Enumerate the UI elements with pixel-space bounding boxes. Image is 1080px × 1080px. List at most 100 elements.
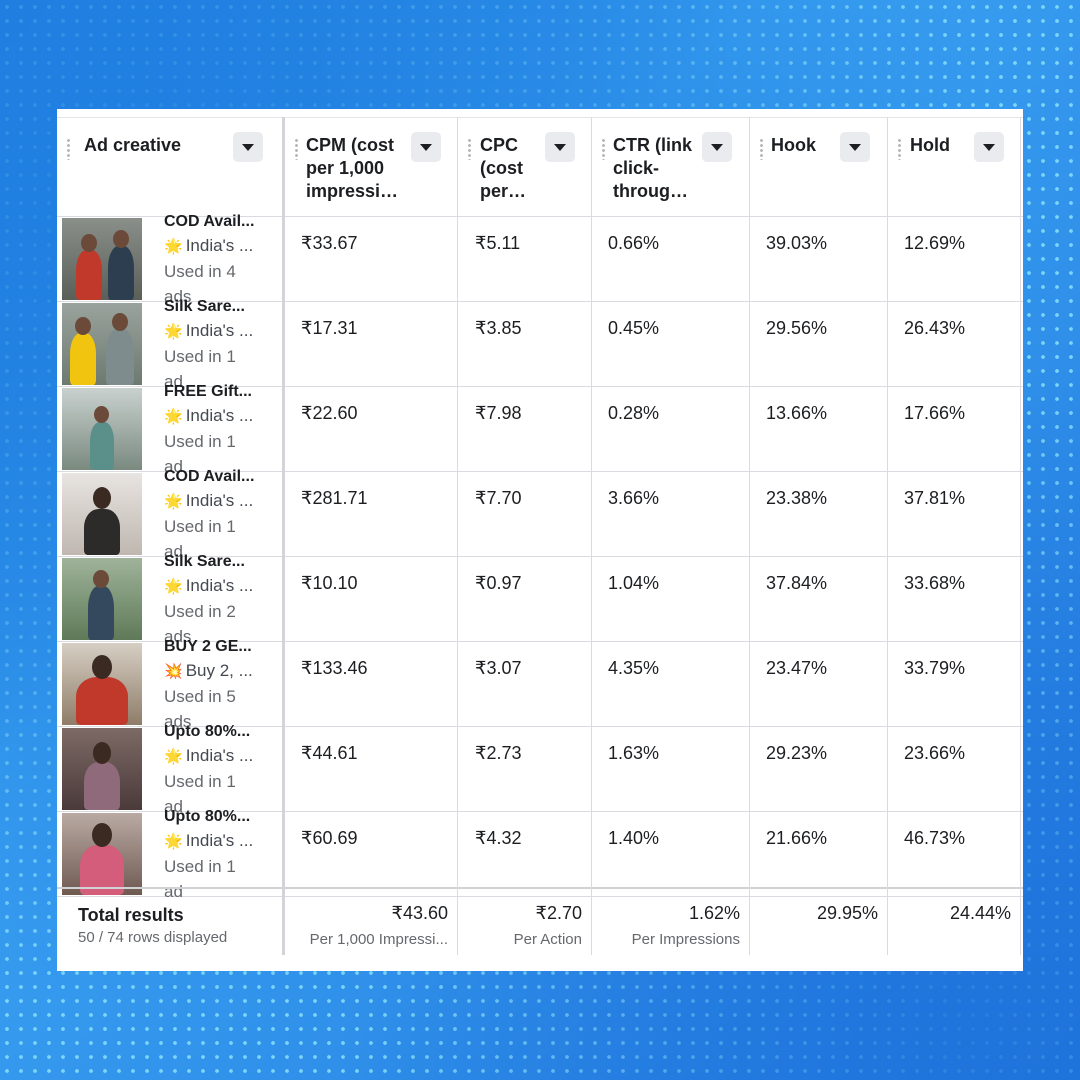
creative-title: Silk Sare... <box>164 298 245 315</box>
cpc-value: ₹5.11 <box>475 233 521 253</box>
hold-value: 23.66% <box>904 743 966 763</box>
creative-usage: Used in 1 ad <box>164 347 236 391</box>
table-row[interactable]: FREE Gift... 🌟 India's ... Used in 1 ad ₹… <box>57 383 1023 476</box>
column-label: Ad creative <box>84 135 182 155</box>
drag-handle-icon[interactable] <box>898 138 901 160</box>
star-emoji-icon: 🌟 <box>164 408 183 425</box>
cpc-value: ₹3.85 <box>475 318 522 338</box>
drag-handle-icon[interactable] <box>760 138 763 160</box>
ctr-value: 0.28% <box>608 403 660 423</box>
cpc-value: ₹7.98 <box>475 403 522 423</box>
hook-value: 23.38% <box>766 488 828 508</box>
drag-handle-icon[interactable] <box>295 138 298 160</box>
total-cpc: ₹2.70 <box>535 903 583 923</box>
caret-down-icon[interactable] <box>974 132 1004 162</box>
column-label: Hold <box>910 135 950 155</box>
collision-emoji-icon: 💥 <box>164 663 183 680</box>
cpm-value: ₹281.71 <box>301 488 368 508</box>
rows-displayed-count: 50 / 74 rows displayed <box>78 929 228 946</box>
hook-value: 23.47% <box>766 658 828 678</box>
table-row[interactable]: Silk Sare... 🌟 India's ... Used in 2 ads … <box>57 553 1023 646</box>
ad-thumbnail[interactable] <box>62 303 142 385</box>
creative-title: COD Avail... <box>164 213 255 230</box>
column-header-cpc[interactable]: CPC (cost per… <box>458 118 591 216</box>
total-ctr-unit: Per Impressions <box>631 931 740 948</box>
column-divider[interactable] <box>457 117 458 955</box>
ad-thumbnail[interactable] <box>62 728 142 810</box>
creative-usage: Used in 1 ad <box>164 857 236 901</box>
column-divider[interactable] <box>591 117 592 955</box>
caret-down-icon[interactable] <box>840 132 870 162</box>
column-header-cpm[interactable]: CPM (cost per 1,000 impressi… <box>285 118 457 216</box>
table-row[interactable]: Upto 80%... 🌟 India's ... Used in 1 ad ₹4… <box>57 723 1023 816</box>
table-row[interactable]: Silk Sare... 🌟 India's ... Used in 1 ad ₹… <box>57 298 1023 391</box>
hook-value: 13.66% <box>766 403 828 423</box>
creative-usage: Used in 2 ads <box>164 602 236 646</box>
column-label: CTR (link click-throug… <box>613 135 692 201</box>
total-cpm-unit: Per 1,000 Impressi... <box>309 931 448 948</box>
total-ctr: 1.62% <box>688 903 740 923</box>
table-row[interactable]: COD Avail... 🌟 India's ... Used in 1 ad ₹… <box>57 468 1023 561</box>
column-divider[interactable] <box>749 117 750 955</box>
cpc-value: ₹0.97 <box>475 573 522 593</box>
cpc-value: ₹7.70 <box>475 488 522 508</box>
hold-value: 33.79% <box>904 658 966 678</box>
hold-value: 33.68% <box>904 573 966 593</box>
creative-description: 🌟 India's ... <box>164 321 254 340</box>
creative-description: 🌟 India's ... <box>164 406 254 425</box>
table-row[interactable]: COD Avail... 🌟 India's ... Used in 4 ads … <box>57 213 1023 306</box>
star-emoji-icon: 🌟 <box>164 578 183 595</box>
creative-description: 🌟 India's ... <box>164 491 254 510</box>
creative-usage: Used in 4 ads <box>164 262 236 306</box>
ctr-value: 1.40% <box>608 828 660 848</box>
creative-title: Upto 80%... <box>164 723 251 740</box>
ad-thumbnail[interactable] <box>62 558 142 640</box>
creative-title: FREE Gift... <box>164 383 252 400</box>
total-hook: 29.95% <box>816 903 878 923</box>
creative-title: Silk Sare... <box>164 553 245 570</box>
cpm-value: ₹133.46 <box>301 658 368 678</box>
column-divider[interactable] <box>887 117 888 955</box>
ad-thumbnail[interactable] <box>62 388 142 470</box>
drag-handle-icon[interactable] <box>602 138 605 160</box>
ad-thumbnail[interactable] <box>62 473 142 555</box>
cpm-value: ₹10.10 <box>301 573 358 593</box>
cpm-value: ₹33.67 <box>301 233 358 253</box>
cpc-value: ₹3.07 <box>475 658 522 678</box>
creative-description: 🌟 India's ... <box>164 576 254 595</box>
drag-handle-icon[interactable] <box>67 138 70 160</box>
column-label: CPM (cost per 1,000 impressi… <box>306 135 399 201</box>
hold-value: 12.69% <box>904 233 966 253</box>
cpm-value: ₹17.31 <box>301 318 358 338</box>
caret-down-icon[interactable] <box>702 132 732 162</box>
drag-handle-icon[interactable] <box>468 138 471 160</box>
hold-value: 26.43% <box>904 318 966 338</box>
table-header: Ad creative CPM (cost per 1,000 impressi… <box>57 117 1023 217</box>
table-row[interactable]: Upto 80%... 🌟 India's ... Used in 1 ad ₹6… <box>57 808 1023 901</box>
hook-value: 29.23% <box>766 743 828 763</box>
caret-down-icon[interactable] <box>545 132 575 162</box>
cpm-value: ₹22.60 <box>301 403 358 423</box>
ad-thumbnail[interactable] <box>62 813 142 895</box>
column-header-ctr[interactable]: CTR (link click-throug… <box>592 118 749 216</box>
hold-value: 37.81% <box>904 488 966 508</box>
column-divider[interactable] <box>282 117 285 955</box>
creative-description: 🌟 India's ... <box>164 831 254 850</box>
table-row[interactable]: BUY 2 GE... 💥 Buy 2, ... Used in 5 ads ₹1… <box>57 638 1023 731</box>
ad-thumbnail[interactable] <box>62 218 142 300</box>
caret-down-icon[interactable] <box>411 132 441 162</box>
ctr-value: 0.66% <box>608 233 660 253</box>
caret-down-icon[interactable] <box>233 132 263 162</box>
creative-title: BUY 2 GE... <box>164 638 252 655</box>
total-hold: 24.44% <box>949 903 1011 923</box>
creative-usage: Used in 1 ad <box>164 432 236 476</box>
column-header-ad-creative[interactable]: Ad creative <box>57 118 283 216</box>
column-header-hold[interactable]: Hold <box>888 118 1023 216</box>
cpc-value: ₹4.32 <box>475 828 522 848</box>
ad-thumbnail[interactable] <box>62 643 142 725</box>
ads-report-table: Ad creative CPM (cost per 1,000 impressi… <box>57 109 1023 971</box>
cpm-value: ₹60.69 <box>301 828 358 848</box>
cpm-value: ₹44.61 <box>301 743 358 763</box>
column-header-hook[interactable]: Hook <box>750 118 887 216</box>
ctr-value: 1.04% <box>608 573 660 593</box>
